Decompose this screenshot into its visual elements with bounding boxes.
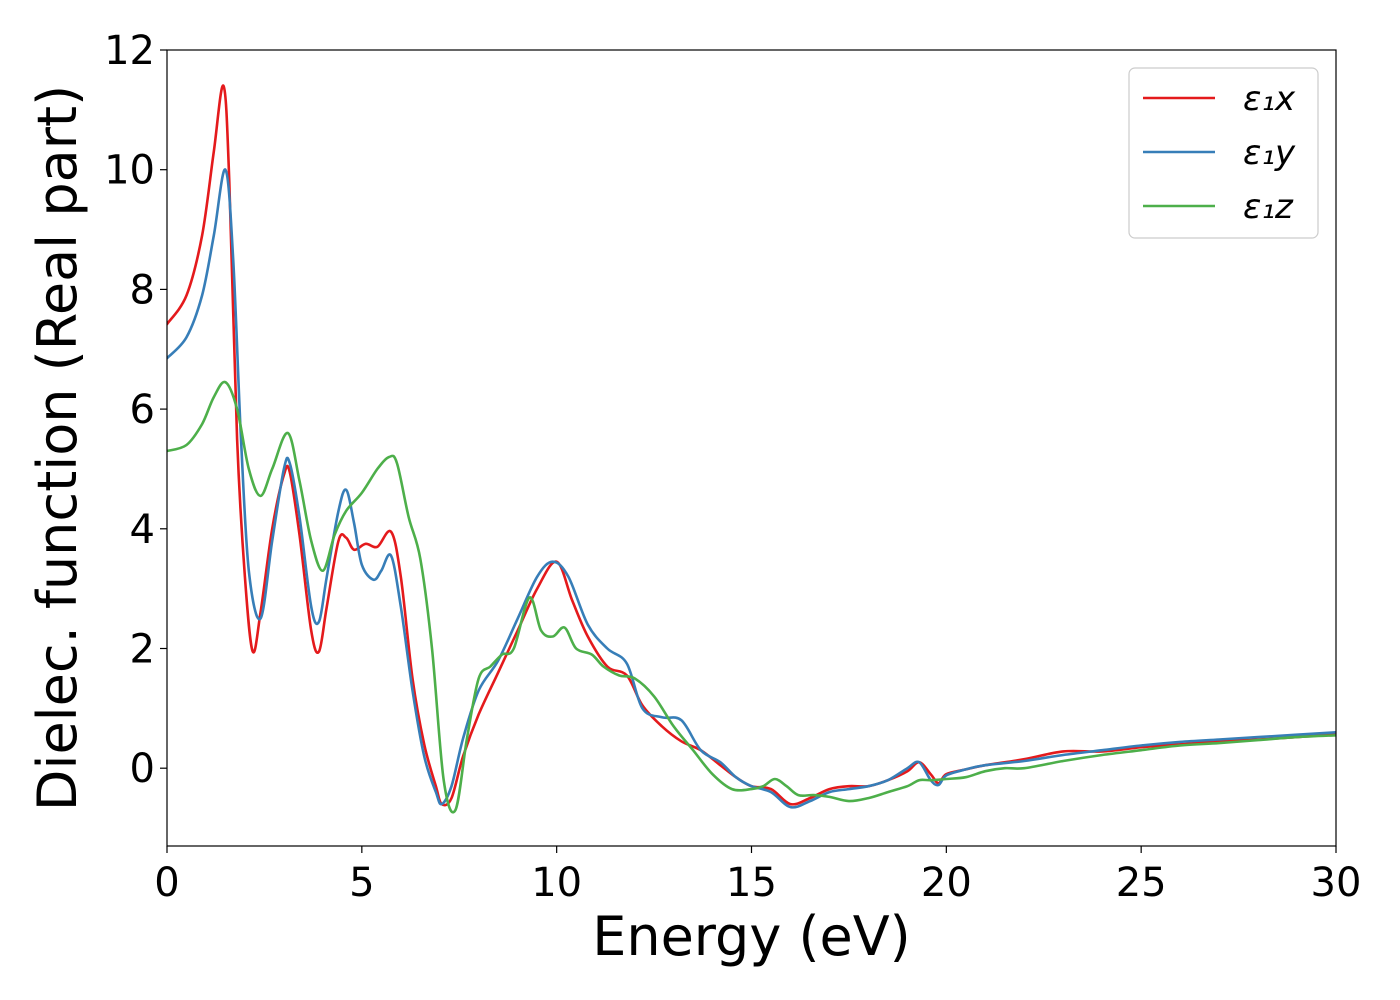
y-tick-label: 10: [104, 148, 155, 194]
x-tick-label: 20: [921, 860, 972, 906]
x-tick-label: 10: [531, 860, 582, 906]
x-tick-label: 5: [349, 860, 374, 906]
y-tick-label: 6: [130, 387, 155, 433]
y-axis-label: Dielec. function (Real part): [26, 85, 89, 811]
series-line-z: [167, 380, 1336, 814]
y-tick-label: 0: [130, 746, 155, 792]
x-axis-label: Energy (eV): [592, 905, 911, 968]
legend-label-z: ε₁z: [1243, 187, 1294, 227]
x-tick-label: 30: [1311, 860, 1362, 906]
legend-box: [1128, 67, 1319, 239]
x-tick-label: 15: [726, 860, 777, 906]
legend-label-x: ε₁x: [1243, 79, 1296, 119]
legend-label-y: ε₁y: [1243, 133, 1296, 173]
y-tick-label: 2: [130, 626, 155, 672]
y-tick-label: 4: [130, 507, 155, 553]
series-line-y: [167, 168, 1336, 809]
x-tick-label: 0: [154, 860, 179, 906]
x-tick-label: 25: [1116, 860, 1167, 906]
legend: ε₁x ε₁y ε₁z: [1128, 67, 1319, 239]
y-tick-label: 8: [130, 267, 155, 313]
y-tick-label: 12: [104, 28, 155, 74]
